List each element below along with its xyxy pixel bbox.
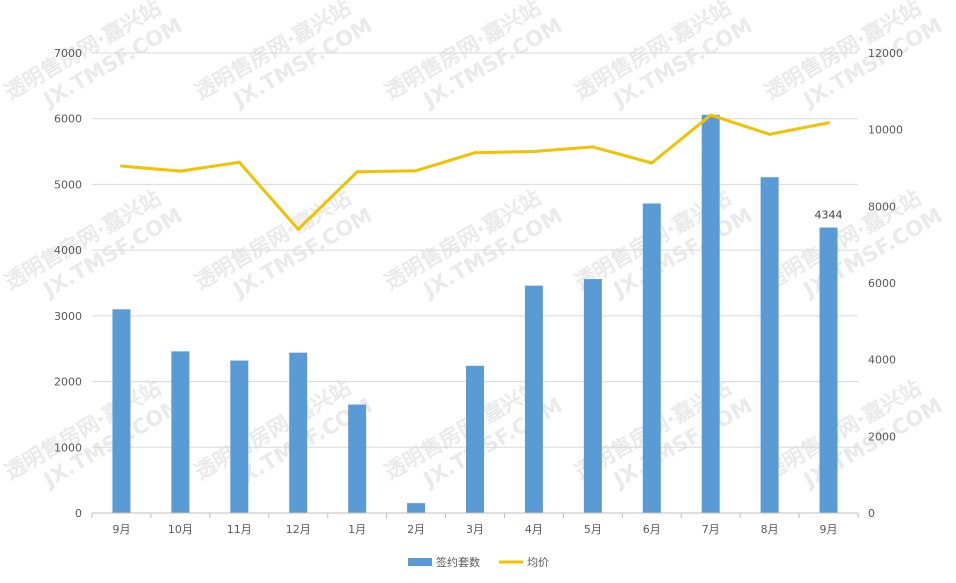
right-axis: 0 2000 4000 6000 8000 10000 12000: [868, 47, 903, 520]
right-tick-label: 0: [868, 507, 875, 520]
x-tick-label: 9月: [820, 523, 838, 536]
legend-label-line: 均价: [527, 556, 549, 569]
bar: [642, 203, 661, 513]
bar-series: [112, 114, 838, 514]
line-point: [178, 169, 182, 173]
x-tick-label: 1月: [348, 523, 366, 536]
x-axis: 9月 10月 11月 12月 1月 2月 3月 4月 5月 6月 7月 8月 9月: [91, 512, 859, 536]
x-tick-label: 6月: [643, 523, 661, 536]
left-tick-label: 6000: [54, 113, 82, 126]
right-tick-label: 12000: [868, 47, 903, 60]
bar: [819, 227, 838, 513]
left-tick-label: 2000: [54, 376, 82, 389]
left-tick-label: 3000: [54, 310, 82, 323]
bar: [583, 279, 602, 513]
data-labels: 4344: [815, 209, 843, 222]
x-tick-label: 4月: [525, 523, 543, 536]
x-tick-label: 2月: [407, 523, 425, 536]
bar: [348, 404, 367, 513]
right-tick-label: 8000: [868, 200, 896, 213]
line-point: [355, 170, 359, 174]
bar: [230, 360, 249, 513]
left-tick-label: 7000: [54, 47, 82, 60]
x-tick-label: 11月: [227, 523, 252, 536]
x-tick-label: 9月: [112, 523, 130, 536]
bar: [466, 365, 484, 513]
line-point: [414, 169, 418, 173]
right-tick-label: 6000: [868, 277, 896, 290]
bar: [112, 309, 131, 513]
bar: [524, 285, 543, 513]
x-tick-label: 12月: [286, 523, 311, 536]
x-tick-label: 7月: [702, 523, 720, 536]
left-tick-label: 4000: [54, 244, 82, 257]
right-tick-label: 2000: [868, 430, 896, 443]
x-tick-label: 3月: [466, 523, 484, 536]
left-axis: 0 1000 2000 3000 4000 5000 6000 7000: [54, 47, 82, 520]
line-point: [296, 227, 300, 231]
x-tick-label: 5月: [584, 523, 602, 536]
line-point: [591, 145, 595, 149]
bar: [407, 503, 426, 513]
bar: [701, 114, 720, 514]
right-tick-label: 10000: [868, 124, 903, 137]
line-point: [119, 164, 123, 168]
line-point: [237, 160, 241, 164]
line-series: [119, 113, 831, 231]
line-point: [532, 150, 536, 154]
bar-data-label: 4344: [815, 209, 843, 222]
line-point: [709, 113, 713, 117]
x-tick-label: 10月: [168, 523, 193, 536]
legend-label-bar: 签约套数: [436, 555, 480, 569]
left-tick-label: 0: [75, 507, 82, 520]
bar: [289, 352, 308, 513]
left-tick-label: 5000: [54, 178, 82, 191]
line-point: [473, 151, 477, 155]
line-point: [650, 161, 654, 165]
right-tick-label: 4000: [868, 354, 896, 367]
line-point: [827, 121, 831, 125]
bar: [760, 177, 779, 513]
line-point: [768, 132, 772, 136]
left-tick-label: 1000: [54, 441, 82, 454]
legend-swatch-bar: [408, 558, 432, 566]
bar: [171, 351, 190, 513]
x-tick-label: 8月: [761, 523, 779, 536]
legend: 签约套数 均价: [408, 555, 549, 569]
